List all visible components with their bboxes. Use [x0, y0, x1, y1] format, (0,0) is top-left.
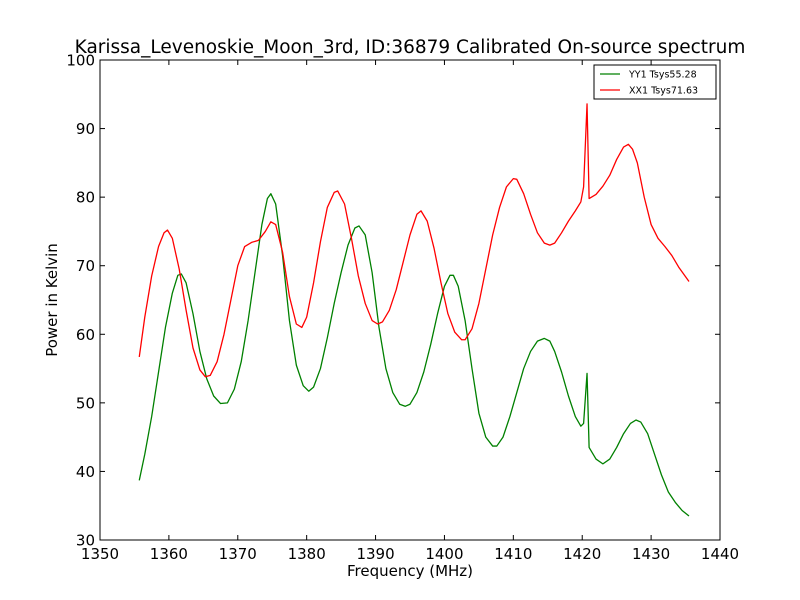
x-tick-label: 1430 [632, 545, 670, 563]
x-tick-label: 1400 [425, 545, 463, 563]
y-tick-label: 60 [76, 326, 95, 344]
legend: YY1 Tsys55.28 XX1 Tsys71.63 [593, 64, 717, 100]
legend-label: YY1 Tsys55.28 [628, 70, 697, 81]
y-tick-label: 50 [76, 394, 95, 412]
series-line-xx1 [138, 103, 690, 378]
series-layer [138, 103, 690, 517]
x-axis: 1350 1360 1370 1380 1390 1400 1410 1420 1430 1440 [81, 60, 739, 563]
series-line-yy1 [138, 193, 690, 517]
plot-area [99, 59, 721, 541]
x-tick-label: 1420 [563, 545, 601, 563]
legend-box [593, 64, 717, 100]
y-tick-label: 40 [76, 463, 95, 481]
x-tick-label: 1370 [219, 545, 257, 563]
x-tick-label: 1350 [81, 545, 119, 563]
legend-label: XX1 Tsys71.63 [629, 86, 698, 97]
y-tick-label: 90 [76, 120, 95, 138]
y-tick-label: 80 [76, 189, 95, 207]
x-tick-label: 1440 [701, 545, 739, 563]
chart-title: Karissa_Levenoskie_Moon_3rd, ID:36879 Ca… [75, 37, 746, 58]
y-tick-label: 70 [76, 257, 95, 275]
y-tick-label: 100 [66, 52, 95, 70]
x-tick-label: 1410 [494, 545, 532, 563]
y-axis: 30 40 50 60 70 80 90 100 [66, 52, 720, 550]
y-axis-label: Power in Kelvin [43, 243, 61, 357]
x-axis-label: Frequency (MHz) [347, 562, 473, 580]
x-tick-label: 1390 [356, 545, 394, 563]
x-tick-label: 1380 [288, 545, 326, 563]
x-tick-label: 1360 [150, 545, 188, 563]
y-tick-label: 30 [76, 532, 95, 550]
